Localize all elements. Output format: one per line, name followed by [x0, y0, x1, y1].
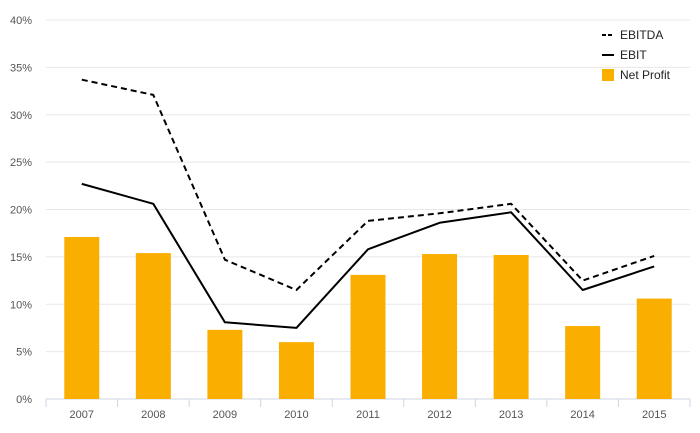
- y-tick-label: 35%: [10, 62, 32, 74]
- y-tick-label: 40%: [10, 15, 32, 27]
- legend-label: EBITDA: [620, 28, 663, 42]
- x-tick-label: 2012: [427, 409, 451, 421]
- x-tick-label: 2015: [642, 409, 666, 421]
- net-profit-bars: [64, 236, 672, 399]
- x-tick-label: 2010: [284, 409, 308, 421]
- line-series: [81, 78, 655, 329]
- x-axis: 2007 2008 2009 2010 2011 2012 2013 2014 2015: [45, 399, 691, 421]
- bar-net-profit: [636, 298, 672, 399]
- y-tick-label: 10%: [10, 299, 32, 311]
- legend-item: Net Profit: [602, 68, 671, 82]
- legend-label: EBIT: [620, 48, 647, 62]
- line-ebitda: [81, 78, 655, 291]
- legend-label: Net Profit: [620, 68, 671, 82]
- y-tick-label: 15%: [10, 252, 32, 264]
- y-axis: 0% 5% 10% 15% 20% 25% 30% 35% 40%: [10, 15, 32, 406]
- y-tick-label: 20%: [10, 205, 32, 217]
- y-tick-label: 30%: [10, 110, 32, 122]
- bar-net-profit: [493, 254, 529, 399]
- bar-net-profit: [64, 236, 100, 399]
- x-tick-label: 2014: [570, 409, 594, 421]
- legend-swatch: [602, 69, 614, 81]
- x-tick-label: 2009: [213, 409, 237, 421]
- bar-net-profit: [422, 254, 458, 399]
- legend-item: EBITDA: [602, 28, 663, 42]
- x-tick-label: 2008: [141, 409, 165, 421]
- bar-net-profit: [350, 274, 386, 399]
- bar-net-profit: [565, 326, 601, 399]
- x-tick-label: 2007: [70, 409, 94, 421]
- legend-item: EBIT: [602, 48, 647, 62]
- bar-net-profit: [207, 329, 243, 399]
- y-tick-label: 25%: [10, 157, 32, 169]
- line-ebit: [81, 182, 655, 329]
- x-tick-label: 2011: [356, 409, 380, 421]
- y-tick-label: 0%: [16, 394, 32, 406]
- legend: EBITDA EBIT Net Profit: [602, 28, 671, 82]
- y-tick-label: 5%: [16, 347, 32, 359]
- bar-net-profit: [278, 342, 314, 399]
- x-tick-label: 2013: [499, 409, 523, 421]
- bar-net-profit: [135, 253, 171, 399]
